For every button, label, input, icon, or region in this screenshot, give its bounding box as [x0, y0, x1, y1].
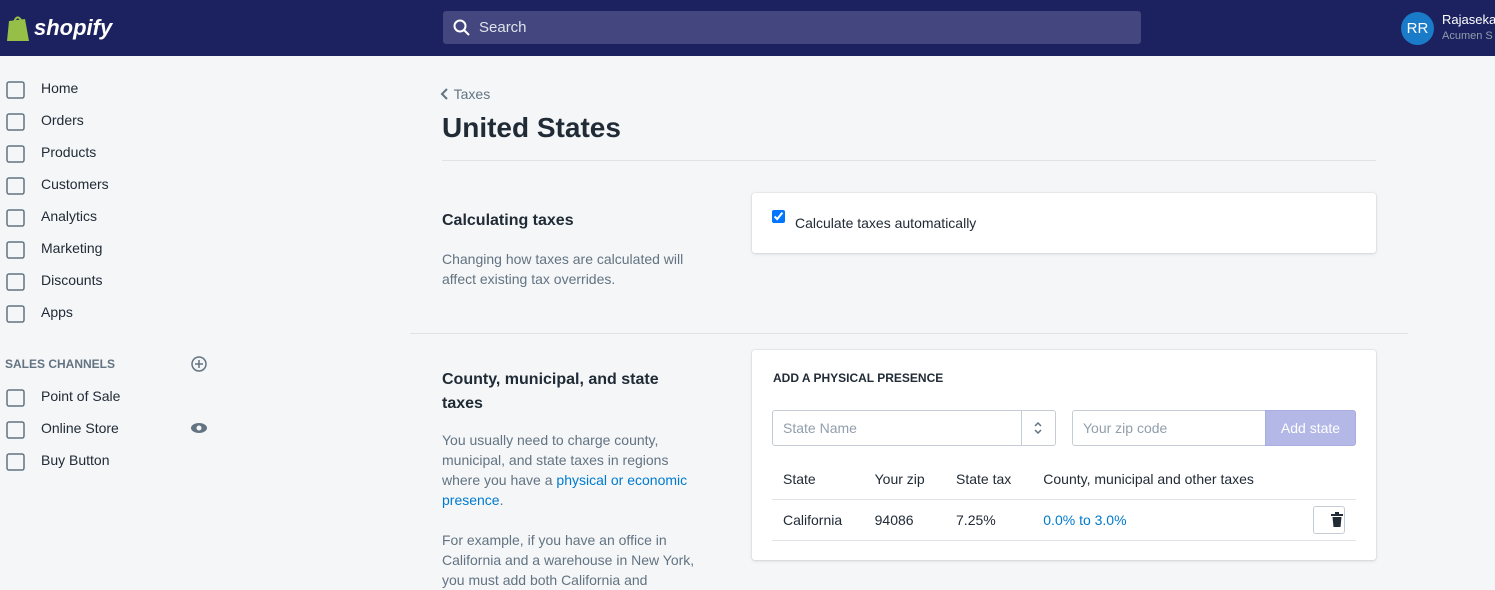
divider: [442, 160, 1376, 161]
nav-icon: [6, 305, 25, 323]
text: You usually need to charge county, munic…: [442, 432, 669, 488]
table-cell: 7.25%: [956, 511, 996, 528]
nav-item[interactable]: Products: [41, 144, 97, 160]
logo-icon: [7, 16, 29, 41]
nav-icon: [6, 273, 25, 291]
table: State Your zip State tax County, municipal …: [772, 460, 1356, 541]
table-cell: [1295, 499, 1356, 540]
table-body: California 94086 7.25% 0.0% to 3.0%: [772, 499, 1356, 540]
add-channel-icon[interactable]: [190, 355, 208, 373]
nav-icon: [6, 177, 25, 195]
card-heading: ADD A PHYSICAL PRESENCE: [773, 371, 944, 385]
channel-item[interactable]: Point of Sale: [41, 388, 121, 404]
logo[interactable]: shopify: [34, 15, 113, 40]
zip-input[interactable]: Your zip code: [1072, 410, 1268, 446]
trash-icon: [1331, 511, 1343, 527]
column-header: State tax: [956, 471, 1012, 488]
back-arrow: [440, 88, 448, 100]
divider: [410, 333, 1408, 334]
select-divider: [1021, 411, 1022, 445]
nav-icon: [6, 209, 25, 227]
breadcrumb-text: Taxes: [453, 86, 491, 102]
link[interactable]: physical or economic presence: [442, 472, 688, 508]
placeholder: State Name: [783, 420, 857, 436]
breadcrumb[interactable]: Taxes: [440, 86, 490, 102]
table-cell: California: [783, 511, 843, 528]
search-placeholder: Search: [479, 19, 527, 36]
section-title: Calculating taxes: [442, 212, 574, 229]
nav-item[interactable]: Customers: [41, 176, 109, 192]
nav-icon: [6, 421, 25, 439]
nav-item[interactable]: Discounts: [41, 272, 103, 288]
nav-icon: [6, 113, 25, 131]
nav-icon: [6, 389, 25, 407]
search-box[interactable]: Search: [443, 11, 1141, 44]
card: ADD A PHYSICAL PRESENCE State Name Your …: [752, 350, 1376, 560]
nav-icon: [6, 453, 25, 471]
column-header: Your zip: [874, 471, 925, 488]
search-icon: [453, 19, 470, 36]
nav-icon: [6, 145, 25, 163]
avatar[interactable]: RR: [1401, 12, 1434, 45]
text: .: [499, 492, 504, 508]
section-title: County, municipal, and state taxes: [442, 371, 659, 412]
store-name: Acumen S: [1442, 30, 1493, 42]
view-icon[interactable]: [190, 420, 208, 436]
nav-icon: [6, 81, 25, 99]
section-heading: SALES CHANNELS: [5, 357, 116, 371]
checkbox-label[interactable]: Calculate taxes automatically: [795, 215, 977, 231]
delete-button[interactable]: [1313, 505, 1345, 534]
channel-item[interactable]: Online Store: [41, 420, 119, 436]
table-cell: 94086: [874, 511, 914, 528]
nav-item[interactable]: Home: [41, 80, 79, 96]
column-header: County, municipal and other taxes: [1043, 471, 1254, 488]
channel-item[interactable]: Buy Button: [41, 452, 110, 468]
state-select[interactable]: State Name: [772, 410, 1056, 446]
checkbox[interactable]: [772, 210, 785, 223]
nav-item[interactable]: Marketing: [41, 240, 103, 256]
user-name: Rajaseka: [1442, 12, 1495, 27]
page-title: United States: [442, 112, 621, 143]
table-row: California 94086 7.25% 0.0% to 3.0%: [772, 499, 1356, 540]
paragraph: You usually need to charge county, munic…: [442, 430, 702, 510]
section-description: You usually need to charge county, munic…: [442, 430, 702, 590]
section-description: Changing how taxes are calculated will a…: [442, 251, 684, 287]
column-header: State: [783, 471, 816, 488]
nav-item[interactable]: Orders: [41, 112, 84, 128]
nav-icon: [6, 241, 25, 259]
nav-item[interactable]: Apps: [41, 304, 73, 320]
select-arrows: [1034, 422, 1042, 434]
tax-link[interactable]: 0.0% to 3.0%: [1043, 511, 1127, 528]
top-bar: shopify Search RR Rajaseka Acumen S: [0, 0, 1495, 56]
card: Calculate taxes automatically: [752, 193, 1376, 253]
add-state-button[interactable]: Add state: [1265, 410, 1356, 446]
table-header: State Your zip State tax County, municipal …: [772, 460, 1356, 499]
paragraph: For example, if you have an office in Ca…: [442, 532, 695, 588]
column-header-action: [1295, 460, 1356, 499]
nav-item[interactable]: Analytics: [41, 208, 98, 224]
table-cell: 0.0% to 3.0%: [1032, 499, 1295, 540]
